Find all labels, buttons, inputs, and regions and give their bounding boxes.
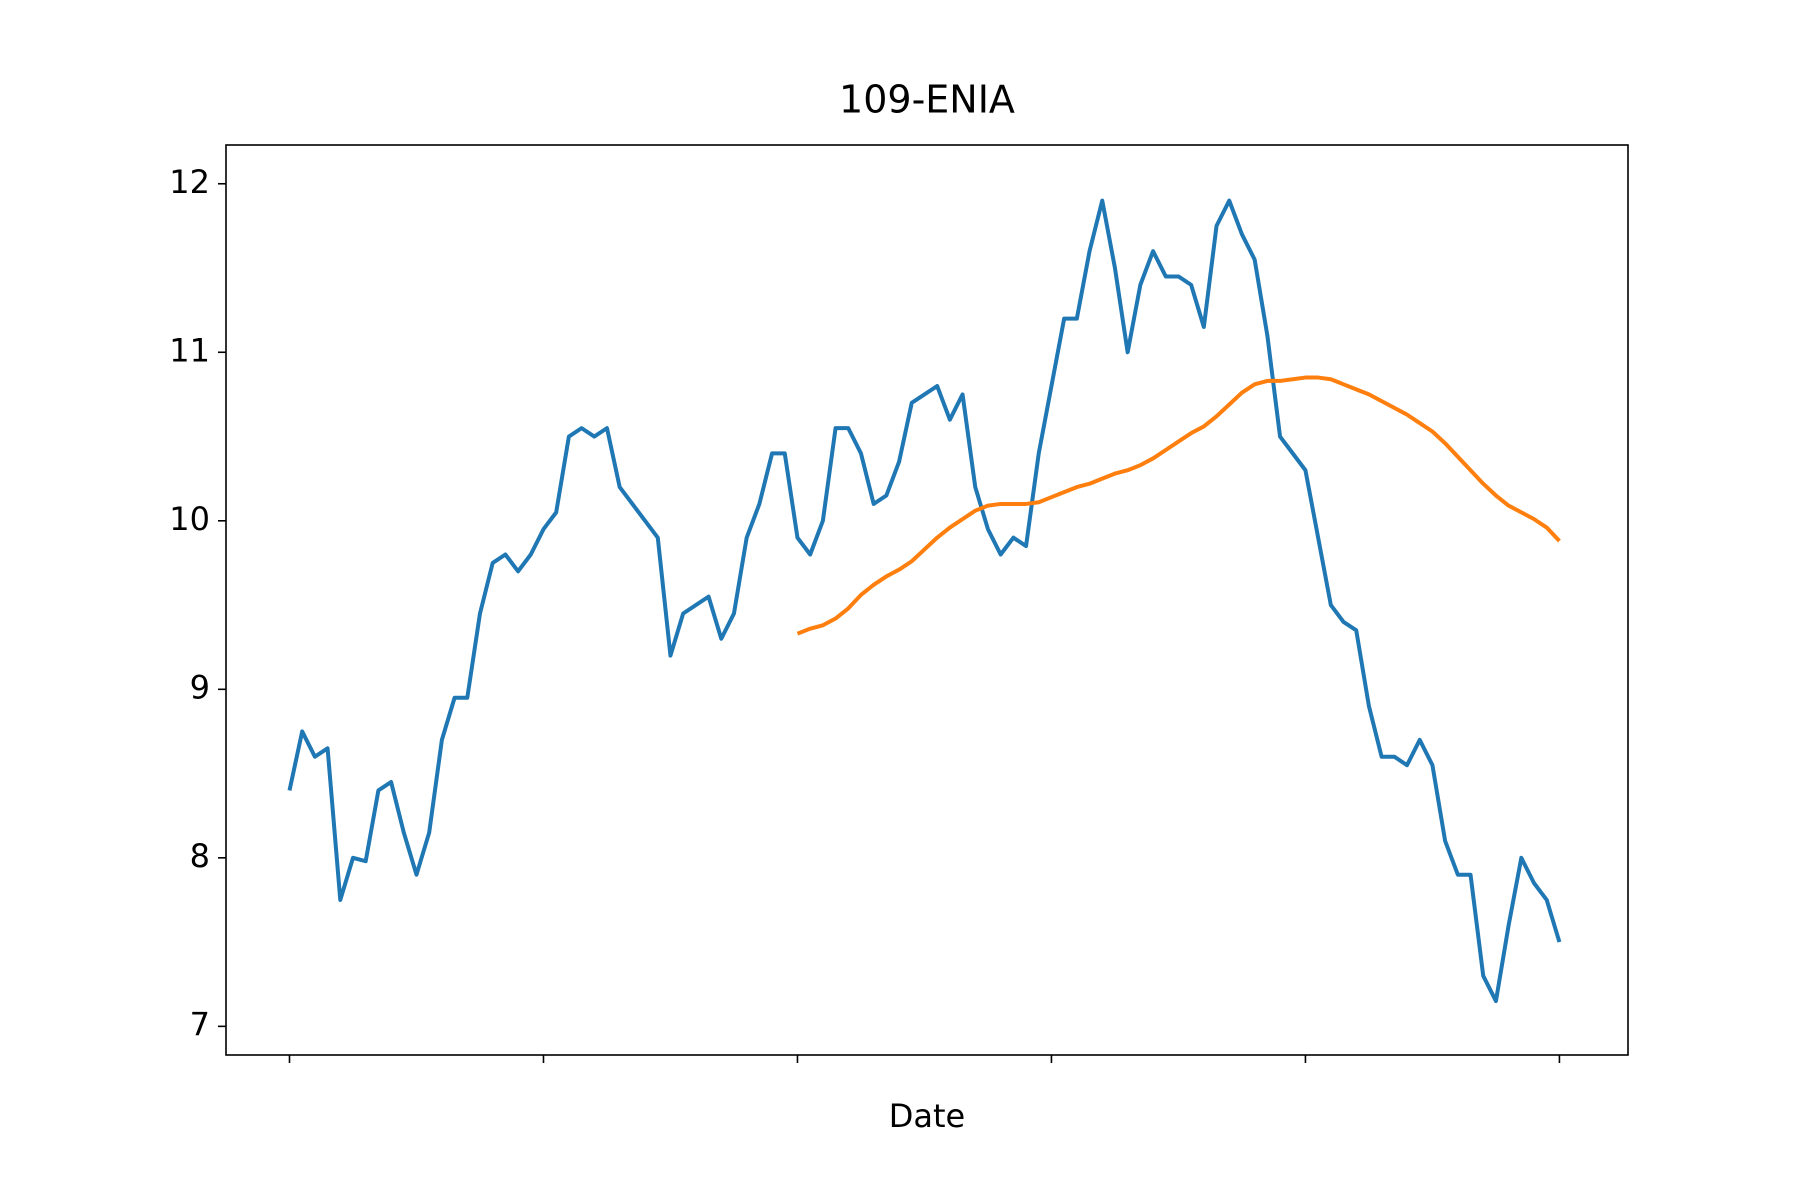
series-line <box>796 375 1561 636</box>
y-tick-label: 12 <box>169 163 210 201</box>
y-tick-label: 8 <box>190 837 210 875</box>
y-tick-label: 10 <box>169 500 210 538</box>
y-tick-label: 9 <box>190 668 210 706</box>
plot-frame <box>225 144 1629 1056</box>
y-tick-label: 7 <box>190 1005 210 1043</box>
series-line <box>287 198 1562 1004</box>
y-tick-label: 11 <box>169 331 210 369</box>
chart-title: 109-ENIA <box>839 78 1015 122</box>
x-axis-label: Date <box>889 1097 965 1135</box>
